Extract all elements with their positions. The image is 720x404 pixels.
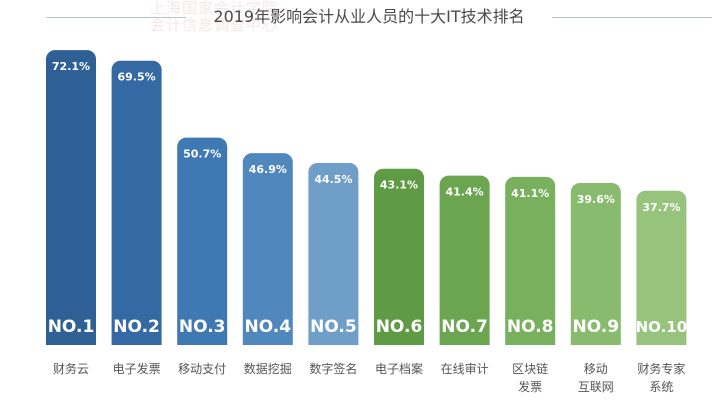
value-label-6: 43.1%	[380, 179, 418, 192]
rank-label-1: NO.1	[48, 317, 95, 337]
category-label-1: 财务云	[52, 362, 89, 376]
bar-7	[439, 175, 490, 355]
rank-label-4: NO.4	[245, 317, 292, 337]
bar-2	[111, 60, 162, 356]
bar-4	[242, 153, 293, 355]
rank-label-2: NO.2	[113, 317, 160, 337]
category-label-9: 移动 互联网	[577, 362, 614, 394]
category-label-7: 在线审计	[440, 362, 489, 376]
category-label-6: 电子档案	[374, 362, 423, 376]
category-label-3: 移动支付	[178, 362, 227, 376]
rank-label-3: NO.3	[179, 317, 226, 337]
rank-label-8: NO.8	[507, 317, 554, 337]
bar-3	[177, 137, 228, 355]
rank-label-9: NO.9	[573, 317, 620, 337]
title-divider-right	[552, 17, 712, 18]
rank-label-5: NO.5	[310, 317, 357, 337]
value-label-3: 50.7%	[183, 148, 221, 161]
value-label-9: 39.6%	[577, 193, 615, 206]
value-label-10: 37.7%	[642, 201, 680, 214]
watermark-text: 上海国家会计学院 会计信息调查中心	[150, 0, 279, 34]
category-label-2: 电子发票	[112, 362, 161, 376]
bar-10	[636, 190, 687, 355]
category-label-8: 区块链 发票	[512, 362, 549, 394]
chart-title-row: 2019年影响会计从业人员的十大IT技术排名	[0, 4, 720, 30]
category-label-5: 数字签名	[309, 362, 358, 376]
bar-1	[46, 50, 96, 356]
category-label-10: 财务专家 系统	[637, 362, 686, 394]
value-label-5: 44.5%	[314, 173, 352, 186]
bar-8	[505, 176, 556, 355]
value-label-7: 41.4%	[446, 186, 484, 199]
value-label-1: 72.1%	[52, 60, 90, 73]
bar-6	[374, 168, 424, 355]
value-label-8: 41.1%	[511, 187, 549, 200]
title-divider-left	[46, 17, 186, 18]
rank-label-6: NO.6	[376, 317, 423, 337]
rank-label-7: NO.7	[441, 317, 488, 337]
bar-9	[570, 183, 621, 355]
category-label-4: 数据挖掘	[243, 362, 292, 376]
bar-5	[308, 162, 359, 355]
rank-label-10: NO.10	[636, 318, 688, 336]
value-label-2: 69.5%	[118, 71, 156, 84]
chart-title: 2019年影响会计从业人员的十大IT技术排名	[213, 7, 525, 26]
value-label-4: 46.9%	[249, 163, 287, 176]
baseline-mask	[0, 345, 720, 357]
